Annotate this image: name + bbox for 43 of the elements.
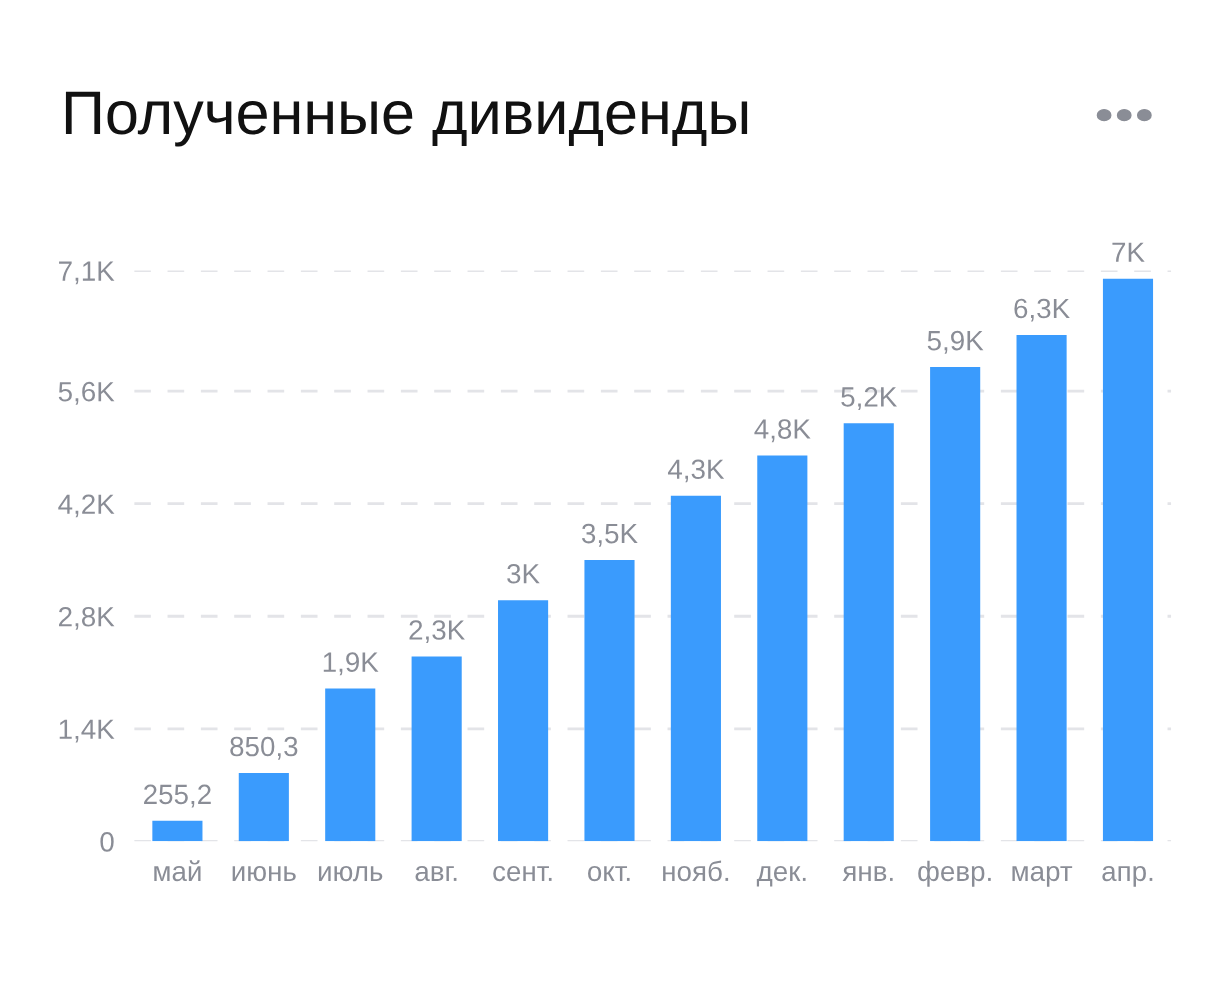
data-label: 3,5K <box>581 523 638 547</box>
data-label: 4,3K <box>667 459 725 483</box>
x-tick-label: май <box>154 860 201 882</box>
y-tick-label: 2,8K <box>59 606 115 630</box>
y-tick-label: 0 <box>100 831 114 852</box>
data-label: 7K <box>1112 242 1145 262</box>
y-tick-label: 5,6K <box>58 381 115 405</box>
x-tick-label: сент. <box>493 865 552 882</box>
bar <box>1102 278 1154 842</box>
y-tick-label: 4,2K <box>58 494 115 518</box>
bar <box>843 423 894 842</box>
y-tick-label: 7,1K <box>59 261 115 285</box>
x-tick-label: июль <box>318 865 383 882</box>
data-label: 3K <box>507 563 540 584</box>
bar <box>584 559 635 842</box>
data-label: 1,9K <box>323 652 379 676</box>
data-label: 255,2 <box>144 784 211 808</box>
bar <box>498 600 549 842</box>
y-tick-label: 1,4K <box>59 719 115 743</box>
data-label: 2,3K <box>409 620 465 644</box>
bar <box>1016 334 1067 842</box>
bar <box>325 688 376 842</box>
x-tick-label: февр. <box>918 860 991 887</box>
chart-title: Полученные дивиденды <box>65 91 748 147</box>
bar <box>411 656 462 842</box>
x-tick-label: нояб. <box>663 860 729 882</box>
x-tick-label: янв. <box>842 866 893 881</box>
data-label: 4,8K <box>754 419 811 443</box>
bar <box>670 495 721 842</box>
data-label: 850,3 <box>230 736 298 760</box>
x-tick-label: апр. <box>1102 865 1153 887</box>
x-tick-label: дек. <box>756 865 806 887</box>
bar <box>757 455 808 842</box>
data-label: 6,3K <box>1014 298 1070 322</box>
x-tick-label: окт. <box>588 865 630 882</box>
data-label: 5,9K <box>927 330 984 354</box>
x-tick-label: авг. <box>415 865 457 882</box>
bar <box>238 772 289 842</box>
x-tick-label: июнь <box>232 865 296 882</box>
bar <box>152 820 203 842</box>
data-label: 5,2K <box>841 387 897 411</box>
x-tick-label: март <box>1012 865 1073 887</box>
bar <box>930 367 981 842</box>
